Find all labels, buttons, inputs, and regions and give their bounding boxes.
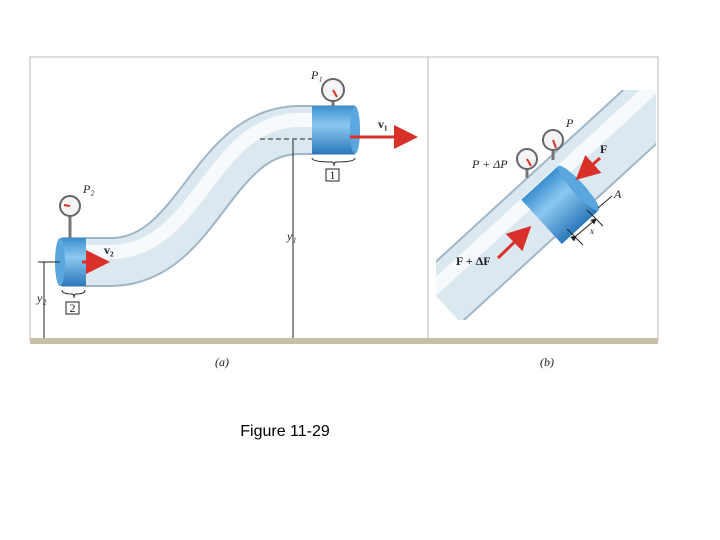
label-area: A — [613, 187, 622, 201]
panel-a-label: (a) — [215, 355, 229, 369]
gauge-needle — [332, 89, 338, 98]
label-p1: P₁ — [310, 68, 323, 82]
pipe-highlight — [62, 113, 355, 259]
gauge-needle — [63, 204, 71, 207]
force-arrow — [575, 155, 602, 181]
label-p: P — [565, 116, 574, 130]
label-v1: v₁ — [378, 117, 388, 131]
label-dx: x — [589, 226, 594, 236]
dx-extension — [586, 209, 604, 227]
label-y1: y₁ — [286, 229, 297, 243]
label-y2: y₂ — [36, 291, 47, 305]
label-p2: P₂ — [82, 182, 95, 196]
section-1-end — [350, 106, 360, 154]
dx-dimension — [570, 218, 597, 242]
label-v2: v₂ — [104, 243, 114, 257]
label-section-1: 1 — [330, 168, 336, 182]
panel-b-label: (b) — [540, 355, 554, 369]
section-1-box — [325, 168, 340, 182]
label-section-2: 2 — [70, 301, 76, 315]
label-p-plus: P + ΔP — [471, 157, 508, 171]
area-leader — [597, 195, 613, 209]
gauge-needle — [552, 139, 557, 149]
brace-2 — [61, 289, 86, 299]
section-2-box — [65, 301, 80, 315]
ground — [30, 338, 658, 344]
section-1 — [312, 106, 355, 154]
brace-1 — [311, 157, 356, 167]
cylinder-end — [557, 165, 600, 211]
caption: Figure 11-29 — [240, 423, 330, 440]
label-f-plus: F + ΔF — [456, 254, 491, 268]
force-arrow — [496, 225, 532, 260]
label-f: F — [600, 142, 607, 156]
gauge-needle — [526, 158, 532, 167]
